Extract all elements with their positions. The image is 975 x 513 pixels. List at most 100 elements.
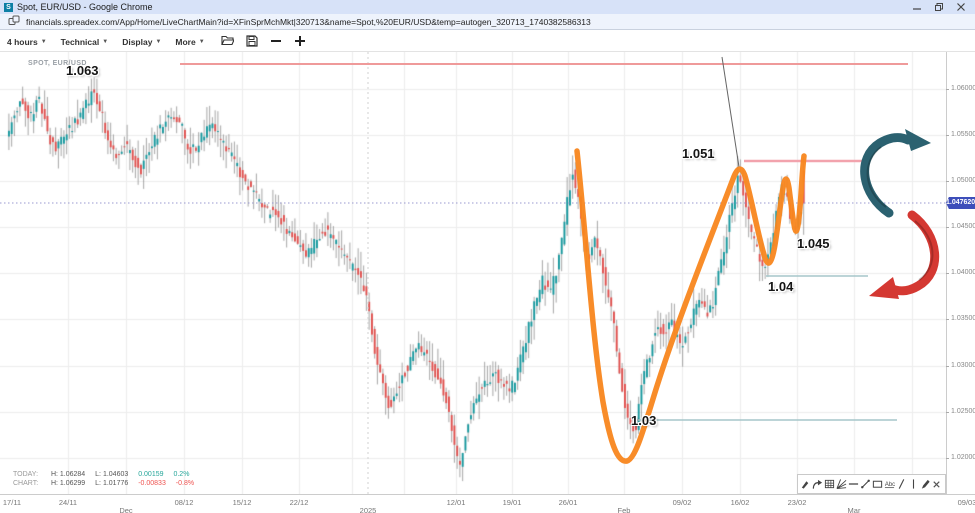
price-tick-label: 1.05000 <box>951 177 975 184</box>
url-text[interactable]: financials.spreadex.com/App/Home/LiveCha… <box>26 16 591 27</box>
price-tick-mark <box>946 273 949 274</box>
window-title: Spot, EUR/USD - Google Chrome <box>17 2 153 12</box>
time-tick-label: 17/11 <box>2 498 22 507</box>
timeframe-dropdown[interactable]: 4 hours ▼ <box>7 37 47 47</box>
price-tick-label: 1.06000 <box>951 85 975 92</box>
drawing-toolbar: Abc <box>797 474 946 494</box>
level-label-104[interactable]: 1.04 <box>768 279 794 294</box>
price-tick-mark <box>946 366 949 367</box>
level-label-103[interactable]: 1.03 <box>631 413 657 428</box>
time-tick-label: 09/02 <box>672 498 692 507</box>
time-tick-label: 26/01 <box>558 498 578 507</box>
symbol-label: SPOT, EUR/USD <box>28 60 87 67</box>
window-controls <box>913 3 971 11</box>
dropdown-label: Technical <box>60 36 100 47</box>
svg-text:Abc: Abc <box>885 482 895 488</box>
price-tick-label: 1.03500 <box>951 315 975 322</box>
time-tick-label: 12/01 <box>446 498 466 507</box>
time-tick-label: 19/01 <box>502 498 522 507</box>
restore-button[interactable] <box>935 3 943 11</box>
price-tick-mark <box>946 227 949 228</box>
price-tick-label: 1.05500 <box>951 131 975 138</box>
stats-change: -0.00833 <box>138 480 166 487</box>
display-dropdown[interactable]: Display ▼ <box>122 37 161 47</box>
month-tick-label: 2025 <box>359 506 377 513</box>
month-tick-label: Dec <box>119 506 133 513</box>
time-tick-label: 22/12 <box>289 498 309 507</box>
url-bar[interactable]: financials.spreadex.com/App/Home/LiveCha… <box>0 14 975 30</box>
price-tick-mark <box>946 458 949 459</box>
stats-row-today: TODAY: H: 1.06284 L: 1.04603 0.00159 0.2… <box>13 470 202 479</box>
grid-icon[interactable] <box>824 478 835 490</box>
price-tick-mark <box>946 135 949 136</box>
time-tick-label: 23/02 <box>787 498 807 507</box>
stats-pct: -0.8% <box>175 480 195 487</box>
stats-high: H: 1.06299 <box>50 480 86 487</box>
chevron-down-icon: ▼ <box>198 38 205 45</box>
price-tick-label: 1.03000 <box>951 362 975 369</box>
time-axis-border <box>0 494 975 495</box>
stats-high: H: 1.06284 <box>50 471 86 478</box>
level-label-1051[interactable]: 1.051 <box>682 146 715 161</box>
marker-icon[interactable] <box>920 478 931 490</box>
toolbar-dropdowns: 4 hours ▼ Technical ▼ Display ▼ More ▼ <box>7 32 219 50</box>
stats-row-chart: CHART: H: 1.06299 L: 1.01776 -0.00833 -0… <box>13 479 202 488</box>
level-label-1063[interactable]: 1.063 <box>66 63 99 78</box>
more-dropdown[interactable]: More ▼ <box>175 37 204 47</box>
price-tick-mark <box>946 412 949 413</box>
vertical-line-icon[interactable] <box>908 478 919 490</box>
site-favicon: S <box>4 2 13 12</box>
price-tick-label: 1.02500 <box>951 408 975 415</box>
time-tick-label: 24/11 <box>58 498 78 507</box>
level-label-1045[interactable]: 1.045 <box>797 236 830 251</box>
text-abc-icon[interactable]: Abc <box>884 478 895 490</box>
month-tick-label: Feb <box>617 506 631 513</box>
time-tick-label: 15/12 <box>232 498 252 507</box>
candlestick-canvas[interactable] <box>0 52 946 494</box>
pointer-pen-icon[interactable] <box>800 478 811 490</box>
technical-dropdown[interactable]: Technical ▼ <box>61 37 109 47</box>
price-tick-label: 1.04000 <box>951 269 975 276</box>
price-tick-label: 1.04500 <box>951 223 975 230</box>
delete-x-icon[interactable] <box>931 478 942 490</box>
trend-line-icon[interactable] <box>860 478 871 490</box>
stats-label: TODAY: <box>13 471 39 478</box>
zoom-out-icon[interactable] <box>267 33 285 49</box>
current-price-badge: 1.047620 <box>946 197 975 209</box>
time-tick-label: 16/02 <box>730 498 750 507</box>
slash-icon[interactable] <box>896 478 907 490</box>
chevron-down-icon: ▼ <box>155 38 162 45</box>
zoom-in-icon[interactable] <box>291 33 309 49</box>
chart-toolbar: 4 hours ▼ Technical ▼ Display ▼ More ▼ <box>0 30 975 52</box>
chevron-down-icon: ▼ <box>40 38 47 45</box>
price-tick-mark <box>946 89 949 90</box>
title-bar: S Spot, EUR/USD - Google Chrome <box>0 0 975 14</box>
rectangle-icon[interactable] <box>872 478 883 490</box>
stats-low: L: 1.04603 <box>95 471 129 478</box>
open-folder-icon[interactable] <box>219 33 237 49</box>
chevron-down-icon: ▼ <box>102 38 109 45</box>
fan-lines-icon[interactable] <box>836 478 847 490</box>
chart-area: SPOT, EUR/USD 1.063 1.051 1.045 1.04 1.03 1.… <box>0 52 975 513</box>
month-tick-label: Mar <box>847 506 861 513</box>
dropdown-label: 4 hours <box>7 36 38 47</box>
minimize-button[interactable] <box>913 3 921 11</box>
tab-switcher-icon[interactable] <box>8 13 20 31</box>
save-icon[interactable] <box>243 33 261 49</box>
close-button[interactable] <box>957 3 965 11</box>
stats-pct: 0.2% <box>173 471 190 478</box>
dropdown-label: Display <box>122 36 153 47</box>
price-tick-label: 1.02000 <box>951 454 975 461</box>
price-tick-mark <box>946 319 949 320</box>
stats-label: CHART: <box>13 480 39 487</box>
horizontal-line-icon[interactable] <box>848 478 859 490</box>
curved-arrow-icon[interactable] <box>812 478 823 490</box>
dropdown-label: More <box>175 36 196 47</box>
time-tick-label: 08/12 <box>174 498 194 507</box>
stats-low: L: 1.01776 <box>95 480 129 487</box>
price-tick-mark <box>946 181 949 182</box>
stats-change: 0.00159 <box>138 471 164 478</box>
time-tick-label: 09/03 <box>957 498 975 507</box>
session-stats: TODAY: H: 1.06284 L: 1.04603 0.00159 0.2… <box>13 470 202 488</box>
